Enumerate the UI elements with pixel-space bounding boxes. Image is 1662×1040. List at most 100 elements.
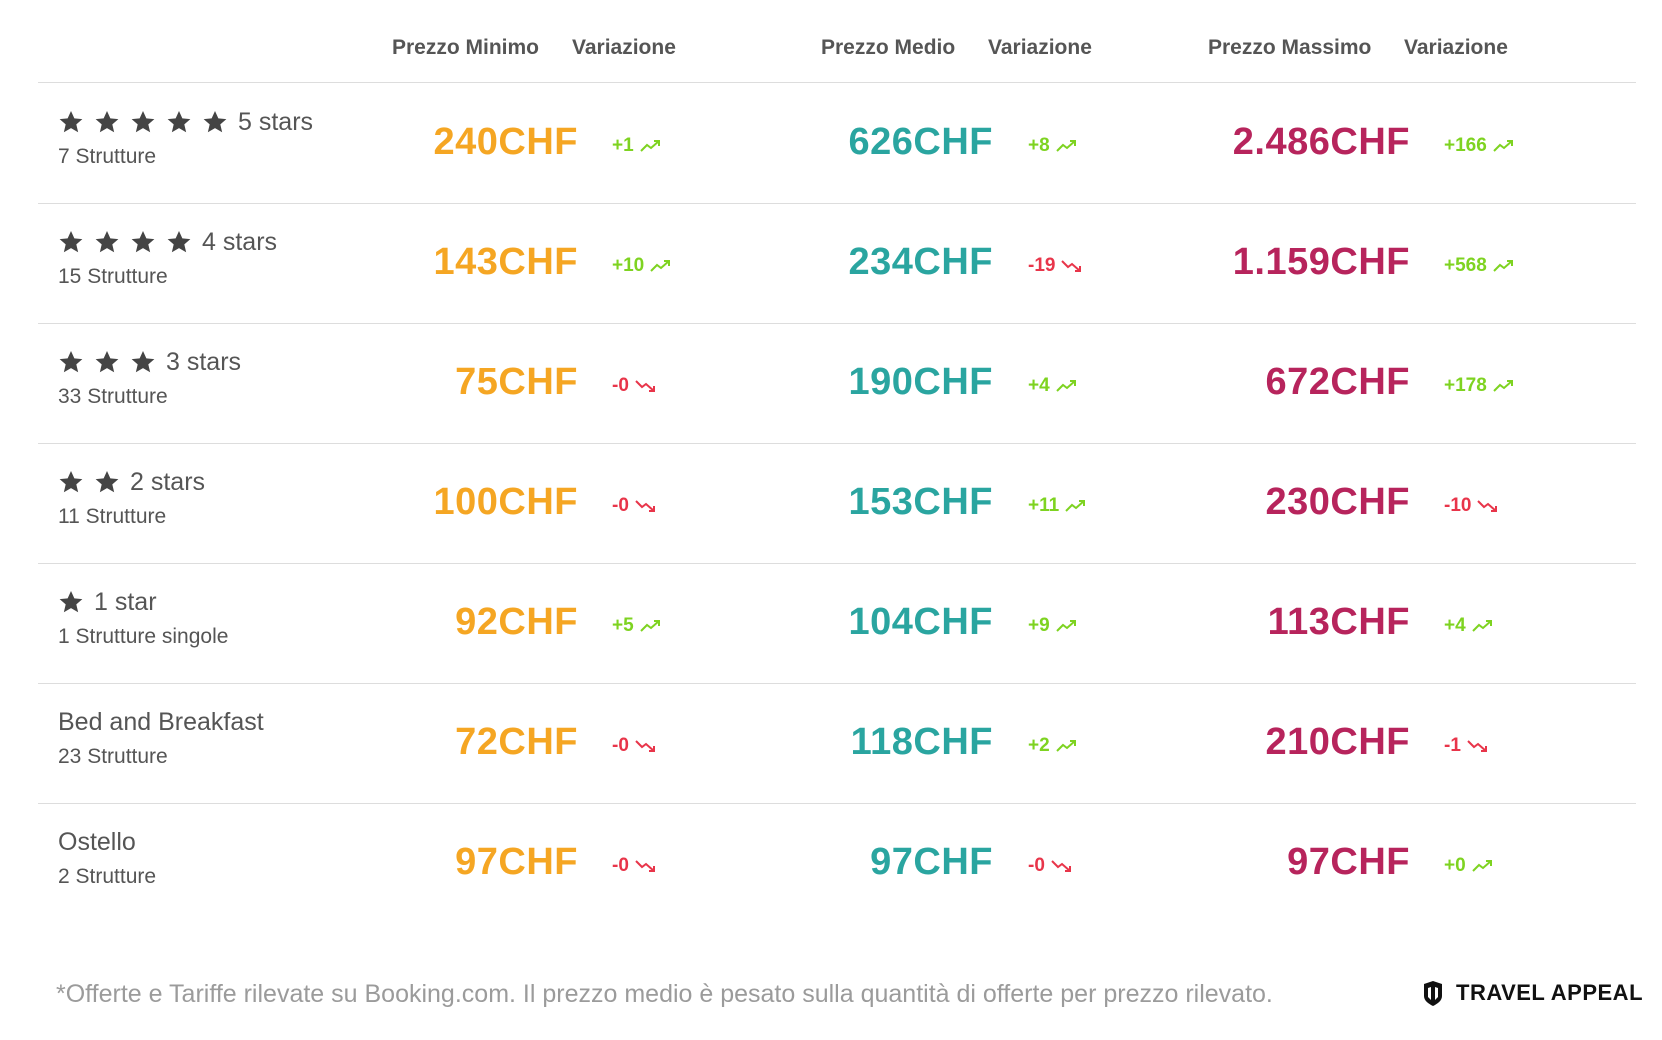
max-change-value: +178: [1444, 375, 1487, 396]
star-icon: [202, 109, 228, 135]
trending-down-icon: [635, 498, 657, 514]
header-avg-price: Prezzo Medio: [821, 36, 956, 59]
star-icon: [166, 109, 192, 135]
min-change: +5: [612, 615, 662, 637]
category-label: 3 stars: [166, 347, 242, 376]
trending-down-icon: [635, 858, 657, 874]
trending-up-icon: [1471, 618, 1494, 634]
min-change-value: +10: [612, 255, 645, 276]
category-label: 5 stars: [238, 107, 314, 136]
trending-up-icon: [1493, 138, 1515, 154]
trending-up-icon: [1055, 618, 1078, 634]
max-change: +0: [1444, 855, 1494, 877]
header-max-price: Prezzo Massimo: [1208, 36, 1372, 59]
table-row: 2 stars 11 Strutture 100CHF -0 153CHF +11 230C…: [38, 443, 1636, 564]
max-price: 97CHF: [1287, 841, 1410, 883]
avg-change: +11: [1028, 495, 1087, 517]
category-cell: 1 star 1 Strutture singole: [58, 585, 228, 649]
star-rating: [58, 229, 192, 255]
property-count: 23 Strutture: [58, 745, 168, 768]
table-row: 3 stars 33 Strutture 75CHF -0 190CHF +4 672CHF…: [38, 323, 1636, 444]
property-count: 7 Strutture: [58, 145, 157, 168]
star-icon: [94, 109, 120, 135]
min-change: -0: [612, 735, 657, 757]
property-count: 15 Strutture: [58, 265, 168, 288]
avg-change-value: +9: [1028, 615, 1050, 636]
avg-price: 118CHF: [850, 721, 993, 763]
max-change: -10: [1444, 495, 1499, 517]
max-price: 210CHF: [1265, 721, 1410, 763]
min-price: 97CHF: [455, 841, 578, 883]
property-count: 2 Strutture: [58, 865, 157, 888]
min-price: 100CHF: [433, 481, 578, 523]
avg-change-value: +4: [1028, 375, 1050, 396]
star-icon: [58, 229, 84, 255]
max-change-value: +166: [1444, 135, 1487, 156]
property-count: 11 Strutture: [58, 505, 167, 528]
trending-up-icon: [1055, 138, 1078, 154]
trending-up-icon: [1471, 858, 1494, 874]
star-icon: [58, 469, 84, 495]
header-min-change: Variazione: [572, 36, 676, 59]
max-change-value: +4: [1444, 615, 1466, 636]
max-change: +568: [1444, 255, 1515, 277]
min-price: 72CHF: [455, 721, 578, 763]
star-icon: [166, 229, 192, 255]
star-icon: [130, 229, 156, 255]
avg-change: +4: [1028, 375, 1078, 397]
max-change: +178: [1444, 375, 1515, 397]
max-price: 230CHF: [1265, 481, 1410, 523]
trending-up-icon: [650, 258, 672, 274]
min-change-value: -0: [612, 375, 629, 396]
min-price: 92CHF: [455, 601, 578, 643]
trending-up-icon: [1065, 498, 1087, 514]
avg-price: 626CHF: [848, 121, 993, 163]
max-change-value: -10: [1444, 495, 1472, 516]
trending-down-icon: [1061, 258, 1083, 274]
min-change: +1: [612, 135, 662, 157]
max-change: +4: [1444, 615, 1494, 637]
avg-price: 97CHF: [870, 841, 993, 883]
max-change-value: +568: [1444, 255, 1487, 276]
trending-up-icon: [1055, 738, 1078, 754]
star-rating: [58, 109, 228, 135]
property-count: 1 Strutture singole: [58, 625, 229, 648]
category-cell: 5 stars 7 Strutture: [58, 105, 313, 169]
avg-change: +9: [1028, 615, 1078, 637]
max-price: 113CHF: [1267, 601, 1410, 643]
table-row: 1 star 1 Strutture singole 92CHF +5 104CHF +9…: [38, 563, 1636, 684]
category-cell: Bed and Breakfast 23 Strutture: [58, 705, 264, 769]
avg-change: -19: [1028, 255, 1083, 277]
trending-down-icon: [635, 378, 657, 394]
category-cell: 4 stars 15 Strutture: [58, 225, 277, 289]
trending-up-icon: [639, 138, 662, 154]
star-rating: [58, 589, 84, 615]
table-row: Bed and Breakfast 23 Strutture 72CHF -0 118C…: [38, 683, 1636, 804]
category-label: 2 stars: [130, 467, 206, 496]
category-cell: Ostello 2 Strutture: [58, 825, 156, 889]
trending-down-icon: [1051, 858, 1073, 874]
star-icon: [58, 589, 84, 615]
min-change: -0: [612, 855, 657, 877]
min-change-value: +5: [612, 615, 634, 636]
travel-appeal-logo-icon: [1418, 978, 1448, 1008]
min-change: +10: [612, 255, 672, 277]
brand-name: TRAVEL APPEAL: [1456, 980, 1644, 1005]
table-row: Ostello 2 Strutture 97CHF -0 97CHF -0 97CHF +0: [38, 803, 1636, 923]
star-icon: [94, 469, 120, 495]
max-change: -1: [1444, 735, 1489, 757]
category-label: 1 star: [94, 587, 157, 616]
category-cell: 2 stars 11 Strutture: [58, 465, 205, 529]
star-icon: [94, 229, 120, 255]
avg-change-value: +11: [1028, 495, 1060, 516]
header-min-price: Prezzo Minimo: [392, 36, 540, 59]
star-icon: [94, 349, 120, 375]
min-change: -0: [612, 495, 657, 517]
star-icon: [130, 349, 156, 375]
min-change-value: -0: [612, 735, 629, 756]
max-change-value: +0: [1444, 855, 1466, 876]
avg-price: 153CHF: [848, 481, 993, 523]
brand-logo: TRAVEL APPEAL: [1418, 978, 1643, 1008]
avg-change: -0: [1028, 855, 1073, 877]
